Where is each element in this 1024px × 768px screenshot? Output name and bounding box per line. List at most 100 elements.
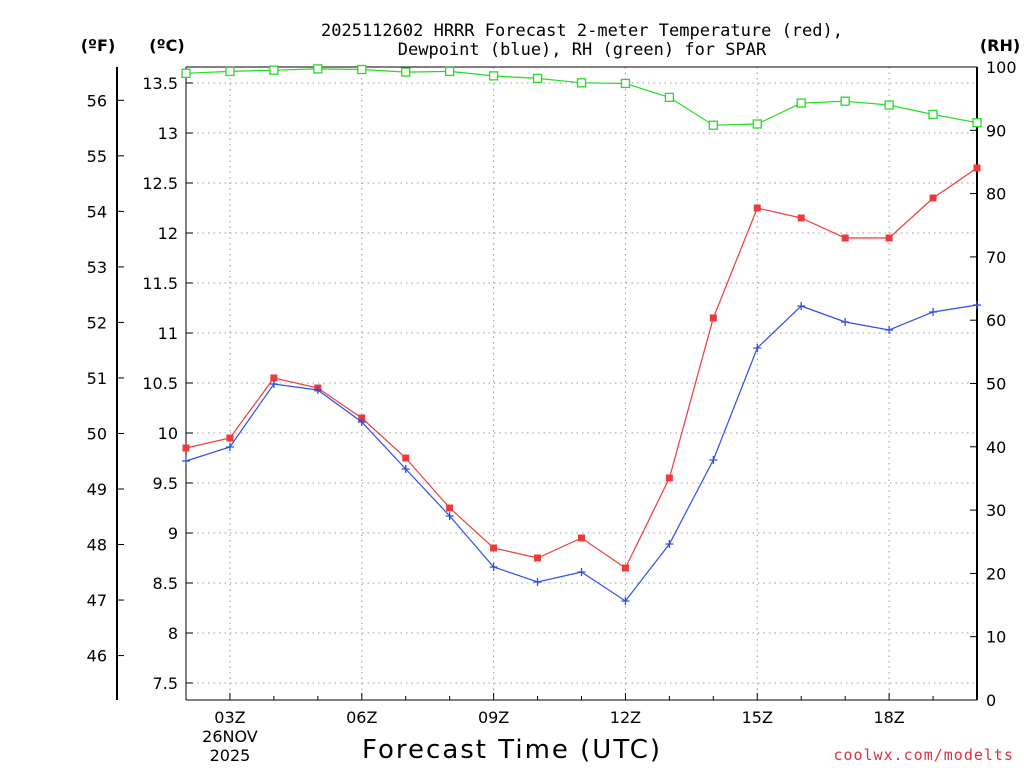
date-label-year: 2025 bbox=[210, 746, 251, 765]
temperature-point bbox=[578, 534, 585, 542]
temperature-point bbox=[182, 444, 190, 452]
rh-point bbox=[928, 109, 938, 120]
temperature-point bbox=[226, 434, 234, 442]
temperature-point bbox=[270, 374, 278, 382]
tick-label-c: 13.5 bbox=[142, 74, 178, 93]
rh-point bbox=[269, 65, 279, 75]
tick-label-f: 46 bbox=[87, 647, 107, 666]
tick-label-rh: 60 bbox=[986, 311, 1006, 330]
tick-label-rh: 90 bbox=[986, 121, 1006, 140]
chart-title-line-2: Dewpoint (blue), RH (green) for SPAR bbox=[398, 40, 767, 60]
dewpoint-point bbox=[753, 344, 762, 352]
tick-label-c: 11 bbox=[158, 324, 178, 343]
rh-point bbox=[972, 118, 982, 128]
tick-label-x: 18Z bbox=[873, 708, 904, 727]
temperature-point bbox=[753, 204, 761, 212]
chart-title-line-1: 2025112602 HRRR Forecast 2-meter Tempera… bbox=[321, 21, 843, 41]
tick-label-f: 51 bbox=[87, 369, 107, 388]
dewpoint-point bbox=[841, 318, 850, 326]
tick-label-rh: 0 bbox=[986, 691, 996, 710]
temperature-point bbox=[665, 474, 673, 482]
rh-point bbox=[532, 73, 543, 84]
grid-lines bbox=[186, 67, 977, 700]
tick-label-f: 48 bbox=[87, 536, 107, 555]
tick-label-f: 50 bbox=[87, 424, 107, 443]
axes bbox=[116, 66, 978, 701]
rh-point bbox=[796, 98, 806, 108]
tick-label-rh: 50 bbox=[986, 375, 1006, 394]
temperature-point bbox=[885, 234, 893, 242]
rh-point bbox=[181, 68, 191, 78]
tick-label-rh: 70 bbox=[986, 248, 1006, 267]
temperature-point bbox=[534, 554, 542, 562]
tick-label-f: 49 bbox=[87, 480, 107, 499]
dewpoint-line bbox=[185, 304, 978, 602]
dewpoint-point bbox=[665, 540, 674, 548]
rh-point bbox=[620, 78, 631, 89]
tick-label-c: 10 bbox=[158, 424, 178, 443]
tick-label-f: 55 bbox=[87, 147, 107, 166]
dewpoint-point bbox=[577, 568, 586, 576]
tick-label-f: 52 bbox=[87, 313, 107, 332]
tick-label-c: 8 bbox=[168, 624, 178, 643]
dewpoint-point bbox=[269, 380, 278, 388]
rh-point bbox=[488, 71, 499, 81]
rh-point bbox=[884, 100, 894, 110]
dewpoint-point bbox=[357, 418, 366, 426]
tick-label-c: 12 bbox=[158, 224, 178, 243]
tick-label-f: 56 bbox=[87, 91, 107, 110]
tick-label-c: 9.5 bbox=[153, 474, 178, 493]
fahrenheit-unit-label: (ºF) bbox=[81, 36, 116, 55]
temperature-point bbox=[709, 314, 717, 322]
dewpoint-point bbox=[929, 308, 938, 316]
tick-label-f: 53 bbox=[87, 258, 107, 277]
rh-series bbox=[181, 64, 982, 130]
rh-point bbox=[708, 120, 718, 130]
dewpoint-point bbox=[709, 456, 718, 464]
temperature-line bbox=[185, 167, 978, 569]
dewpoint-point bbox=[973, 301, 981, 309]
dewpoint-point bbox=[621, 597, 630, 605]
rh-point bbox=[313, 64, 323, 74]
tick-label-c: 11.5 bbox=[142, 274, 178, 293]
dewpoint-point bbox=[445, 512, 454, 520]
dewpoint-point bbox=[401, 465, 410, 473]
rh-point bbox=[401, 67, 411, 77]
tick-label-c: 9 bbox=[168, 524, 178, 543]
tick-label-f: 54 bbox=[87, 202, 107, 221]
tick-label-c: 7.5 bbox=[153, 674, 178, 693]
temperature-point bbox=[973, 164, 981, 172]
rh-point bbox=[445, 66, 455, 77]
rh-point bbox=[752, 119, 762, 129]
celsius-axis-ticks: 7.5 8 8.5 9 9.5 10 10.5 11 11.5 12 12.5 13 13.5 bbox=[142, 74, 193, 693]
temperature-point bbox=[841, 234, 849, 242]
x-axis-label: Forecast Time (UTC) bbox=[362, 735, 662, 765]
tick-label-rh: 40 bbox=[986, 438, 1006, 457]
dewpoint-point bbox=[885, 326, 894, 334]
rh-point bbox=[225, 66, 235, 77]
tick-label-c: 8.5 bbox=[153, 574, 178, 593]
temperature-point bbox=[490, 544, 498, 552]
dewpoint-point bbox=[797, 302, 806, 310]
tick-label-rh: 100 bbox=[986, 58, 1017, 77]
tick-label-c: 10.5 bbox=[142, 374, 178, 393]
dewpoint-point bbox=[182, 457, 190, 465]
tick-label-rh: 30 bbox=[986, 501, 1006, 520]
temperature-point bbox=[446, 504, 454, 512]
tick-label-c: 12.5 bbox=[142, 174, 178, 193]
rh-point bbox=[664, 92, 675, 103]
dewpoint-series bbox=[182, 301, 981, 605]
temperature-point bbox=[402, 454, 410, 462]
dewpoint-point bbox=[313, 386, 322, 394]
rh-point bbox=[576, 78, 587, 88]
tick-label-rh: 80 bbox=[986, 185, 1006, 204]
fahrenheit-axis-ticks: 46 47 48 49 50 51 52 53 54 55 56 bbox=[87, 91, 124, 666]
tick-label-x: 06Z bbox=[346, 708, 377, 727]
rh-unit-label: (RH) bbox=[980, 36, 1020, 55]
dewpoint-point bbox=[533, 578, 542, 586]
temperature-point bbox=[797, 214, 805, 222]
rh-axis-ticks: 0 10 20 30 40 50 60 70 80 90 100 bbox=[970, 58, 1017, 710]
tick-label-x: 03Z bbox=[214, 708, 245, 727]
